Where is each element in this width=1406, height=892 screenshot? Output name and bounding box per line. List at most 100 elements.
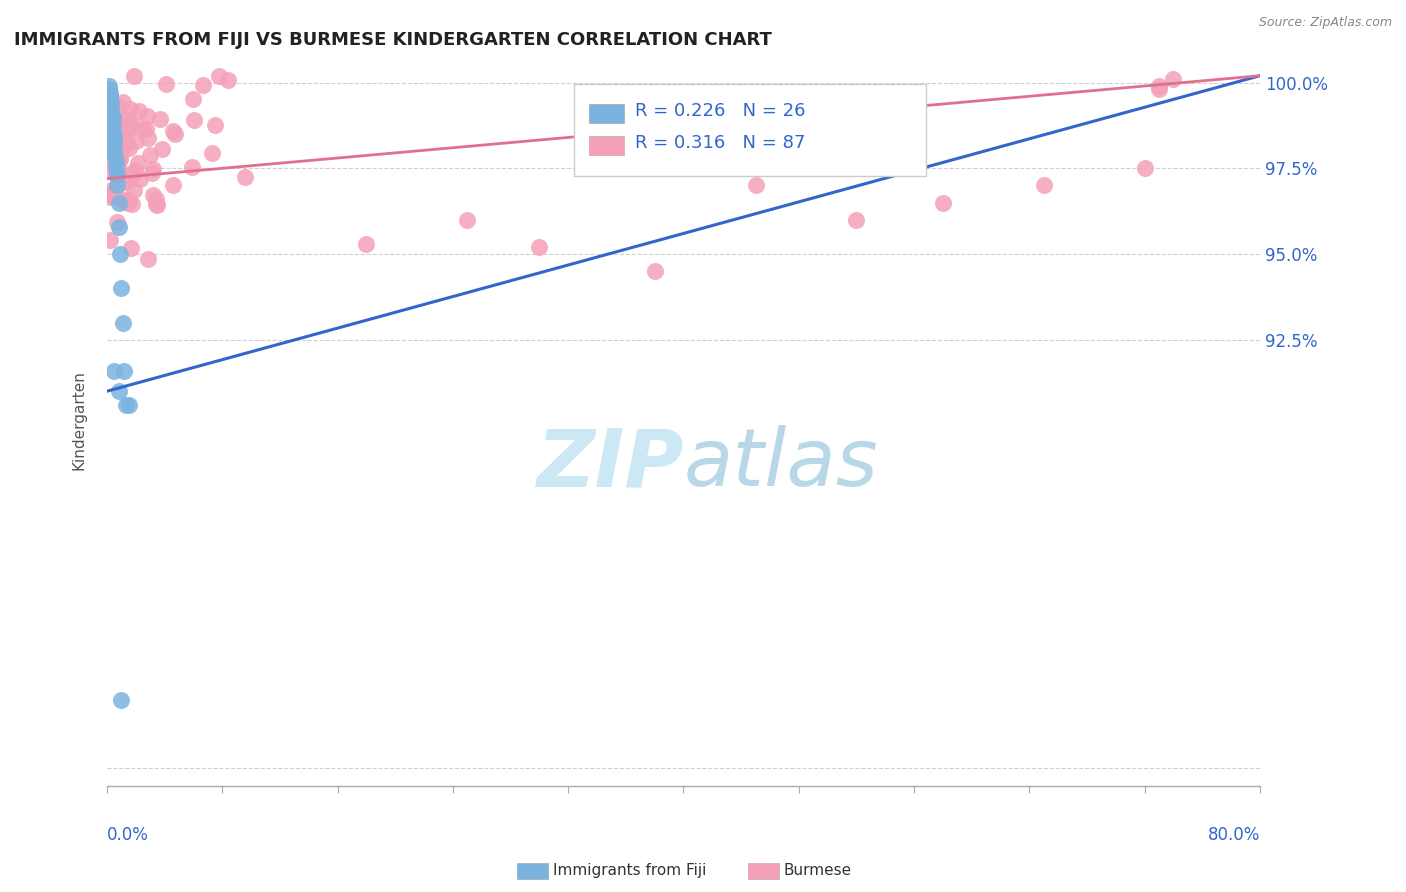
- Text: 80.0%: 80.0%: [1208, 826, 1260, 844]
- Point: [118, 117, 141, 131]
- Point: [644, 264, 666, 278]
- Point: [112, 128, 135, 143]
- Point: [120, 241, 142, 255]
- Point: [204, 118, 226, 132]
- Point: [104, 159, 127, 173]
- Point: [135, 121, 157, 136]
- Point: [183, 92, 205, 106]
- Point: [105, 166, 128, 180]
- Point: [112, 140, 135, 154]
- Point: [110, 281, 132, 295]
- Point: [115, 134, 138, 148]
- Point: [135, 109, 157, 123]
- Point: [181, 160, 204, 174]
- Point: [112, 95, 135, 110]
- Point: [200, 146, 222, 161]
- Point: [111, 316, 134, 330]
- Point: [128, 103, 150, 118]
- Point: [110, 152, 132, 166]
- Point: [108, 247, 131, 261]
- Point: [104, 189, 127, 203]
- Point: [142, 162, 165, 177]
- Point: [115, 175, 138, 189]
- Point: [101, 164, 124, 178]
- Point: [110, 152, 132, 166]
- Point: [145, 197, 167, 211]
- Point: [97, 82, 120, 96]
- Point: [845, 212, 868, 227]
- Point: [139, 148, 162, 162]
- Point: [121, 196, 143, 211]
- Point: [98, 190, 121, 204]
- Point: [107, 384, 129, 399]
- Point: [100, 96, 122, 111]
- Point: [1032, 178, 1054, 193]
- Point: [103, 147, 125, 161]
- Point: [150, 142, 173, 156]
- Point: [103, 130, 125, 145]
- Point: [1147, 78, 1170, 93]
- Point: [456, 212, 478, 227]
- Text: R = 0.316   N = 87: R = 0.316 N = 87: [636, 134, 806, 152]
- Point: [100, 108, 122, 122]
- Point: [125, 134, 148, 148]
- Point: [120, 170, 142, 185]
- Text: Source: ZipAtlas.com: Source: ZipAtlas.com: [1258, 16, 1392, 29]
- Text: Immigrants from Fiji: Immigrants from Fiji: [553, 863, 706, 878]
- Point: [104, 161, 127, 176]
- Point: [124, 163, 146, 178]
- Point: [193, 78, 215, 93]
- Point: [149, 112, 172, 126]
- Point: [110, 693, 132, 707]
- Point: [118, 120, 141, 134]
- Point: [217, 72, 239, 87]
- Point: [162, 124, 184, 138]
- Text: R = 0.226   N = 26: R = 0.226 N = 26: [636, 103, 806, 120]
- Point: [97, 78, 120, 93]
- Point: [122, 165, 145, 179]
- Point: [101, 117, 124, 131]
- Y-axis label: Kindergarten: Kindergarten: [72, 370, 86, 470]
- Point: [529, 240, 551, 254]
- Bar: [589, 104, 623, 123]
- Point: [744, 178, 766, 193]
- Point: [129, 172, 152, 186]
- Point: [155, 77, 177, 91]
- Point: [356, 236, 378, 251]
- Point: [1147, 82, 1170, 96]
- Point: [103, 154, 125, 169]
- Bar: [589, 136, 623, 155]
- Point: [107, 162, 129, 177]
- Point: [233, 169, 256, 184]
- Point: [141, 166, 163, 180]
- Point: [163, 127, 186, 141]
- Point: [101, 183, 124, 197]
- Point: [118, 168, 141, 182]
- Point: [162, 178, 184, 192]
- Point: [105, 214, 128, 228]
- Point: [98, 187, 121, 202]
- FancyBboxPatch shape: [574, 85, 925, 176]
- Point: [1133, 161, 1156, 176]
- Point: [103, 134, 125, 148]
- Point: [101, 110, 124, 124]
- Point: [100, 106, 122, 120]
- Point: [122, 69, 145, 83]
- Point: [107, 115, 129, 129]
- Point: [118, 193, 141, 207]
- Point: [105, 168, 128, 182]
- Point: [100, 99, 122, 113]
- Point: [136, 252, 159, 266]
- Point: [142, 188, 165, 202]
- Point: [103, 363, 125, 377]
- Point: [110, 192, 132, 206]
- Point: [98, 134, 121, 148]
- Point: [98, 93, 121, 107]
- Point: [108, 100, 131, 114]
- Point: [112, 128, 135, 142]
- Point: [132, 121, 155, 136]
- Point: [103, 141, 125, 155]
- Point: [183, 113, 205, 128]
- Point: [98, 86, 121, 100]
- Point: [111, 131, 134, 145]
